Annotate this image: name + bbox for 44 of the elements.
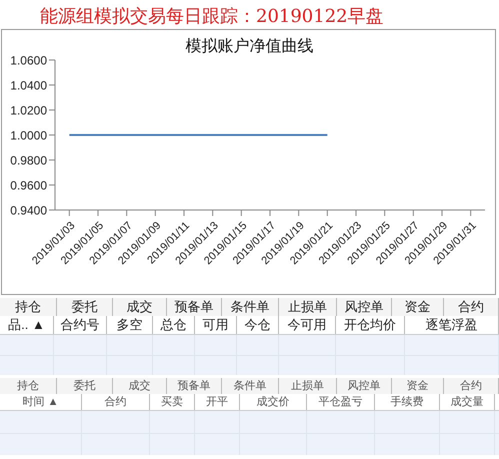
- text: 开仓均价: [336, 316, 405, 334]
- text: 预备单: [167, 298, 222, 316]
- text: 合约: [444, 378, 499, 394]
- text: 预备单: [167, 378, 222, 394]
- y-tick-label: 0.9800: [10, 153, 48, 168]
- text: 时间 ▲: [0, 394, 82, 410]
- text: 持仓: [0, 298, 57, 316]
- text: 资金: [392, 298, 444, 316]
- text: 手续费: [375, 394, 440, 410]
- text: 总仓: [153, 316, 195, 334]
- y-tick-label: 1.0600: [10, 53, 48, 68]
- text: 止损单: [279, 298, 337, 316]
- text: 条件单: [222, 298, 279, 316]
- text: 今可用: [279, 316, 336, 334]
- text: 品.. ▲: [0, 316, 54, 334]
- chart-title: 模拟账户净值曲线: [186, 38, 314, 55]
- text: 合约号: [54, 316, 107, 334]
- text: 止损单: [279, 378, 337, 394]
- text: 合约: [82, 394, 150, 410]
- text: 平仓盈亏: [307, 394, 375, 410]
- text: 可用: [195, 316, 237, 334]
- text: 买卖: [150, 394, 195, 410]
- y-tick-label: 0.9400: [10, 203, 48, 218]
- text: 今仓: [237, 316, 279, 334]
- text: 逐笔浮盈: [405, 316, 499, 334]
- text: 持仓: [0, 378, 57, 394]
- y-tick-label: 0.9600: [10, 178, 48, 192]
- text: 委托: [57, 298, 113, 316]
- text: 委托: [57, 378, 113, 394]
- y-tick-label: 1.0400: [10, 78, 48, 92]
- text: 能源组模拟交易每日跟踪：20190122早盘: [40, 5, 384, 28]
- text: 成交: [113, 378, 167, 394]
- y-tick-label: 1.0000: [10, 128, 48, 142]
- text: 风控单: [337, 298, 392, 316]
- text: 成交量: [440, 394, 495, 410]
- text: 成交: [113, 298, 167, 316]
- text: 风控单: [337, 378, 392, 394]
- text: 合约: [444, 298, 499, 316]
- text: 多空: [107, 316, 153, 334]
- text: 开平: [195, 394, 240, 410]
- text: 成交价: [240, 394, 307, 410]
- text: 条件单: [222, 378, 279, 394]
- y-tick-label: 1.0200: [10, 103, 48, 118]
- text: 资金: [392, 378, 444, 394]
